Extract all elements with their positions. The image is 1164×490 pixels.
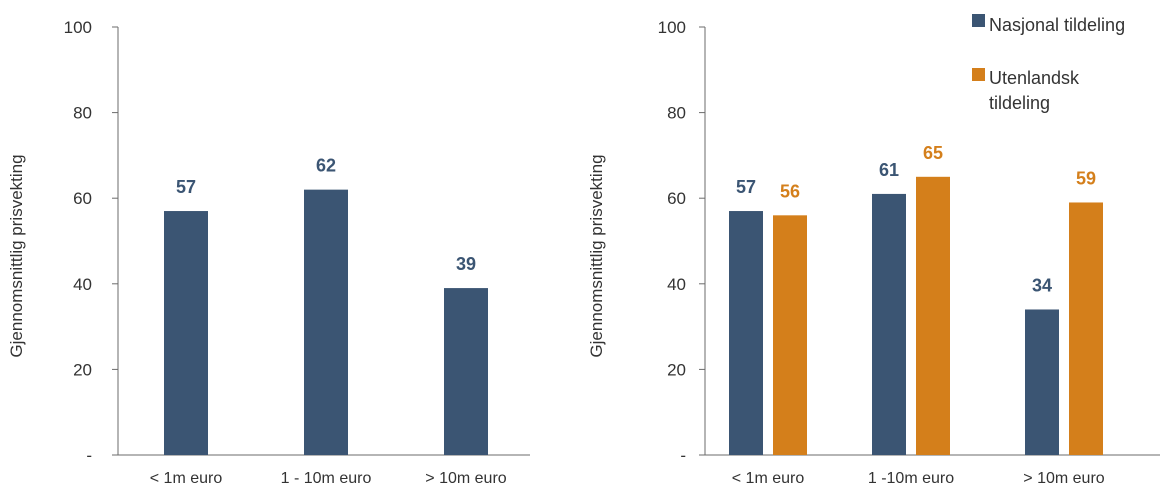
bar-value-label: 39 bbox=[456, 254, 476, 274]
bar bbox=[729, 211, 763, 455]
y-tick-label: - bbox=[680, 446, 686, 465]
y-tick-label: 100 bbox=[64, 18, 92, 37]
x-category-label: < 1m euro bbox=[150, 470, 223, 487]
bar-value-label: 57 bbox=[736, 177, 756, 197]
y-tick-label: 20 bbox=[667, 360, 686, 379]
bar-value-label: 34 bbox=[1032, 275, 1052, 295]
x-category-label: > 10m euro bbox=[1023, 470, 1104, 487]
y-tick-label: 60 bbox=[73, 189, 92, 208]
bar bbox=[164, 211, 208, 455]
bar bbox=[872, 193, 906, 456]
bar bbox=[304, 189, 348, 455]
y-tick-label: - bbox=[86, 446, 92, 465]
bar bbox=[444, 288, 488, 455]
y-tick-label: 60 bbox=[667, 189, 686, 208]
bar bbox=[916, 176, 950, 456]
y-axis-title: Gjennomsnittlig prisvekting bbox=[7, 154, 26, 357]
legend-swatch bbox=[972, 68, 985, 81]
bar-value-label: 59 bbox=[1076, 168, 1096, 188]
bar bbox=[1025, 309, 1059, 455]
bar-value-label: 65 bbox=[923, 143, 943, 163]
legend-swatch bbox=[972, 14, 985, 27]
legend-label: Nasjonal tildeling bbox=[989, 15, 1125, 35]
x-category-label: 1 -10m euro bbox=[868, 470, 954, 487]
x-category-label: > 10m euro bbox=[425, 470, 506, 487]
y-tick-label: 20 bbox=[73, 360, 92, 379]
bar-value-label: 61 bbox=[879, 160, 899, 180]
chart-left: - 20 40 60 80 100 Gjennomsnittlig prisvekting <… bbox=[7, 18, 530, 487]
y-tick-label: 100 bbox=[658, 18, 686, 37]
y-tick-label: 80 bbox=[667, 104, 686, 123]
x-category-label: 1 - 10m euro bbox=[281, 470, 372, 487]
x-category-label: < 1m euro bbox=[732, 470, 805, 487]
bar-value-label: 62 bbox=[316, 156, 336, 176]
legend-label: Utenlandsk tildeling bbox=[989, 68, 1080, 113]
bar bbox=[1069, 202, 1103, 455]
y-axis-title: Gjennomsnittlig prisvekting bbox=[587, 154, 606, 357]
bar-value-label: 57 bbox=[176, 177, 196, 197]
y-tick-label: 80 bbox=[73, 104, 92, 123]
chart-right: - 20 40 60 80 100 Gjennomsnittlig prisvekting <… bbox=[587, 14, 1160, 487]
bar bbox=[773, 215, 807, 455]
y-tick-label: 40 bbox=[73, 275, 92, 294]
y-tick-label: 40 bbox=[667, 275, 686, 294]
bar-value-label: 56 bbox=[780, 181, 800, 201]
